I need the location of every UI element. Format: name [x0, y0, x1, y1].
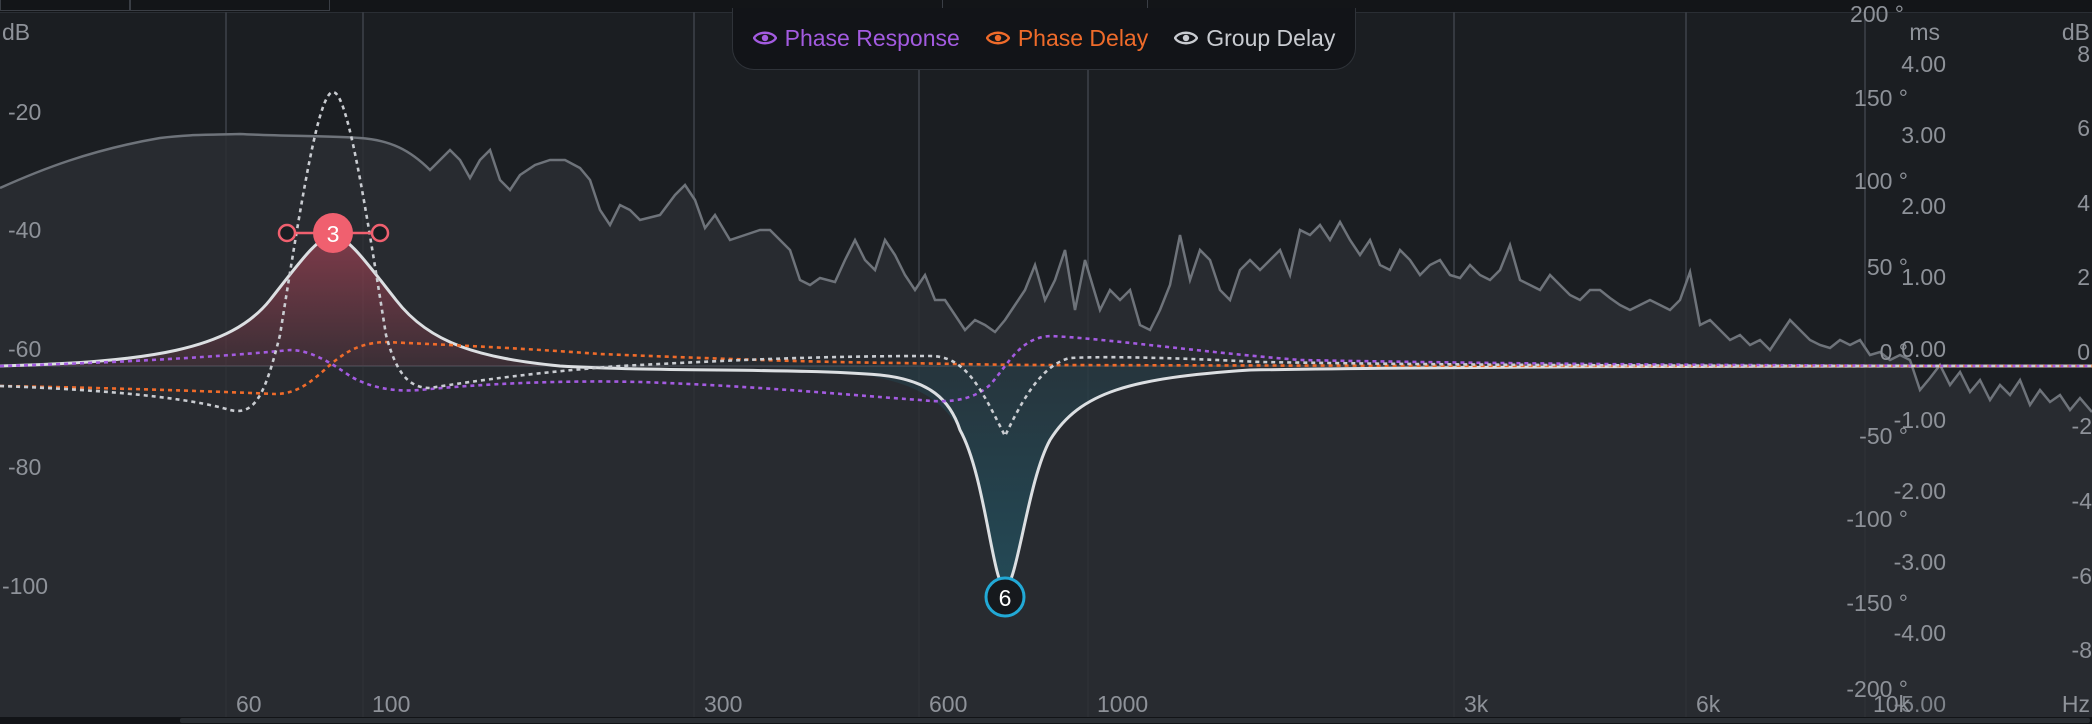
legend-group-delay-label: Group Delay	[1206, 25, 1336, 51]
band-3-node[interactable]: 3	[313, 213, 353, 253]
legend-phase-delay[interactable]: Phase Delay	[985, 25, 1149, 52]
freq-axis-tick: 3k	[1464, 691, 1489, 717]
ms-axis-tick: 2.00	[1901, 193, 1946, 219]
degree-axis-tick: -100 °	[1846, 506, 1908, 532]
left-axis-tick: -80	[8, 454, 41, 480]
degree-axis-tick: -200 °	[1846, 676, 1908, 702]
ms-axis-tick: -2.00	[1894, 478, 1946, 504]
left-axis-tick: -20	[8, 99, 41, 125]
right-axis-tick: 4	[2077, 190, 2090, 216]
phase-response-curve	[0, 334, 2092, 403]
band-6-node[interactable]: 6	[984, 576, 1026, 618]
degree-axis-tick: 50 °	[1867, 254, 1908, 280]
degree-axis-tick: 150 °	[1854, 85, 1908, 111]
toolbar-segment[interactable]	[130, 0, 330, 11]
peak-band-fill	[0, 236, 560, 366]
display-legend: Phase Response Phase Delay Group Delay	[732, 8, 1356, 70]
ms-axis-tick: -3.00	[1894, 549, 1946, 575]
freq-axis-tick: 600	[929, 691, 967, 717]
freq-axis-tick: 6k	[1696, 691, 1721, 717]
ms-axis-tick: 0.00	[1901, 336, 1946, 362]
right-axis-tick: -4	[2072, 488, 2092, 514]
freq-axis-tick: 1000	[1097, 691, 1148, 717]
ms-axis-tick: 3.00	[1901, 122, 1946, 148]
freq-axis-tick: 60	[236, 691, 262, 717]
freq-axis-tick: 100	[372, 691, 410, 717]
freq-axis-unit: Hz	[2062, 691, 2090, 717]
freq-axis-tick: 10k	[1873, 691, 1911, 717]
right-axis-tick: -6	[2072, 563, 2092, 589]
group-delay-curve	[0, 90, 2092, 439]
band-3-q-handle-right[interactable]	[370, 223, 390, 243]
eye-icon[interactable]	[985, 25, 1011, 52]
ms-axis-tick: -4.00	[1894, 620, 1946, 646]
left-axis-tick: -40	[8, 217, 41, 243]
right-db-axis: dB 8 6 4 2 0 -2 -4 -6 -8	[2062, 19, 2092, 663]
band-6-label: 6	[999, 585, 1012, 611]
left-db-axis: dB -20 -40 -60 -80 -100	[2, 19, 48, 599]
band-3-label: 3	[327, 221, 340, 247]
phase-delay-curve	[0, 340, 2092, 396]
legend-phase-response-label: Phase Response	[784, 25, 960, 51]
freq-axis-tick: 300	[704, 691, 742, 717]
degree-axis-tick: 100 °	[1854, 168, 1908, 194]
left-axis-unit: dB	[2, 19, 30, 45]
phase-degree-axis: 200 ° 150 ° 100 ° 50 ° 0 ° -50 ° -100 ° …	[1846, 1, 1908, 702]
right-axis-tick: 6	[2077, 115, 2090, 141]
left-axis-tick: -100	[2, 573, 48, 599]
bottom-scrollbar[interactable]	[0, 717, 2092, 724]
ms-axis-tick: -1.00	[1894, 407, 1946, 433]
degree-axis-tick: -150 °	[1846, 590, 1908, 616]
notch-band-fill	[760, 366, 1250, 590]
eye-icon[interactable]	[1173, 25, 1199, 52]
left-axis-tick: -60	[8, 336, 41, 362]
legend-group-delay[interactable]: Group Delay	[1173, 25, 1336, 52]
degree-axis-tick: 200 °	[1850, 1, 1904, 27]
eye-icon[interactable]	[752, 25, 778, 52]
right-axis-tick: -2	[2072, 413, 2092, 439]
frequency-axis: 60 100 300 600 1000 3k 6k 10k Hz	[236, 691, 2090, 717]
legend-phase-response[interactable]: Phase Response	[752, 25, 960, 52]
degree-axis-tick: -50 °	[1859, 423, 1908, 449]
right-axis-tick: 0	[2077, 339, 2090, 365]
ms-axis-tick: 1.00	[1901, 264, 1946, 290]
degree-axis-tick: 0 °	[1880, 339, 1908, 365]
spectrum-line	[0, 132, 2092, 413]
toolbar-segment[interactable]	[0, 0, 130, 11]
band-3-q-handle-left[interactable]	[277, 223, 297, 243]
ms-axis-unit: ms	[1909, 19, 1940, 45]
scrollbar-thumb[interactable]	[180, 718, 2090, 723]
legend-phase-delay-label: Phase Delay	[1017, 25, 1149, 51]
right-axis-tick: -8	[2072, 637, 2092, 663]
ms-axis-tick: -5.00	[1894, 691, 1946, 717]
right-axis-tick: 8	[2077, 41, 2090, 67]
group-delay-ms-axis: ms 4.00 3.00 2.00 1.00 0.00 -1.00 -2.00 …	[1894, 19, 1946, 717]
right-axis-unit: dB	[2062, 19, 2090, 45]
right-axis-tick: 2	[2077, 264, 2090, 290]
ms-axis-tick: 4.00	[1901, 51, 1946, 77]
